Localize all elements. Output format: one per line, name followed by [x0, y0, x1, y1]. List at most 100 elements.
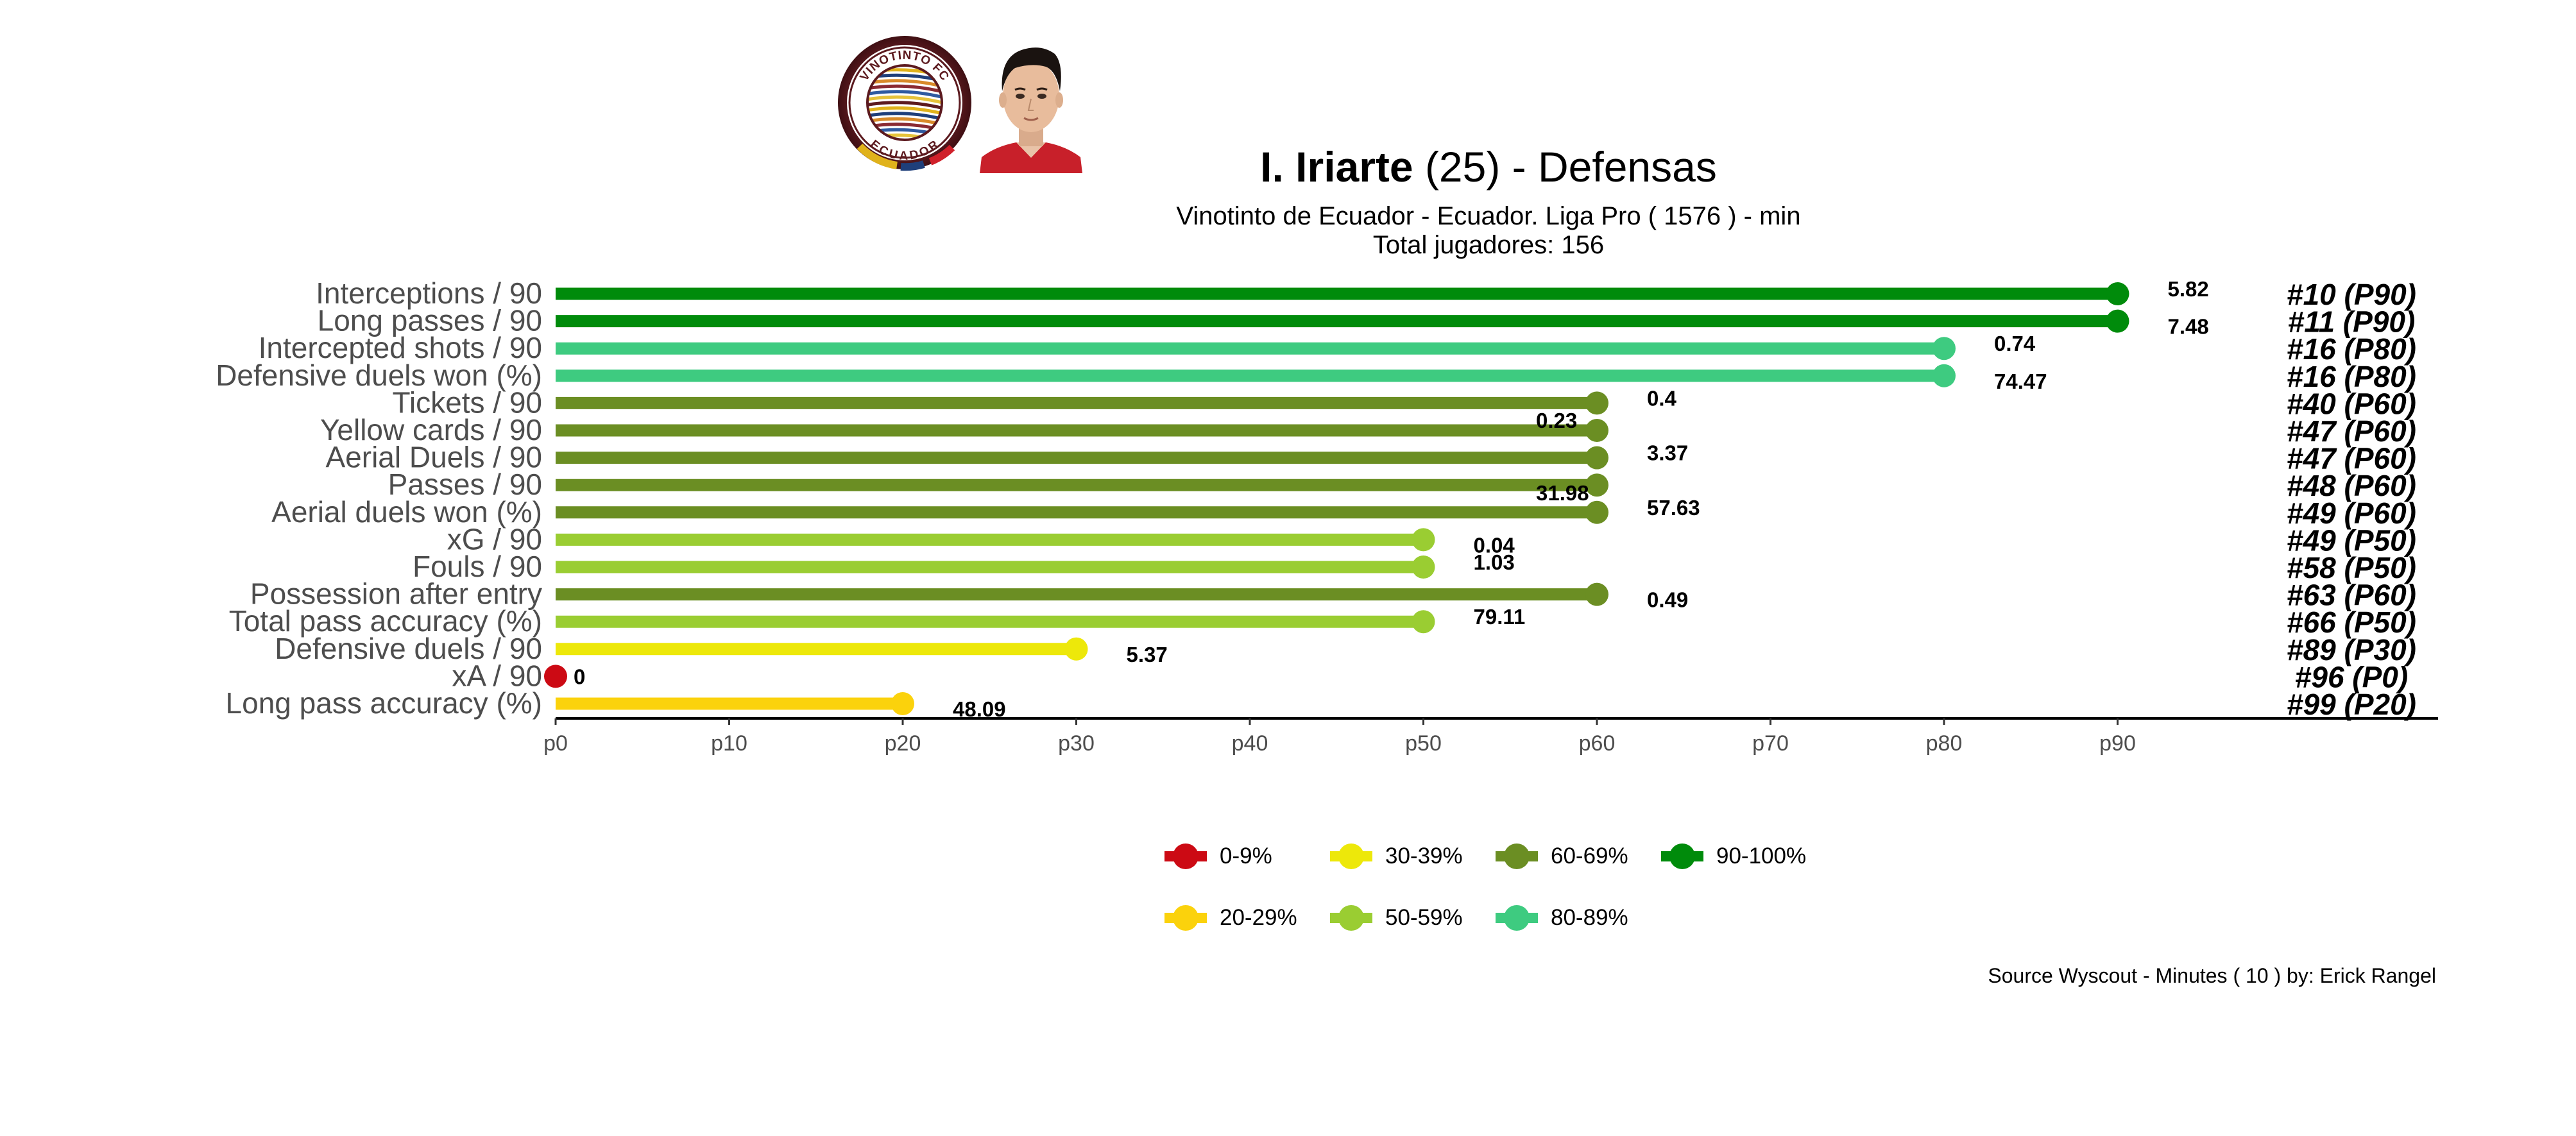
logo-navy-accent: [900, 160, 925, 171]
value-label: 0.23: [1536, 409, 1577, 432]
rank-label: #96 (P0): [2295, 660, 2408, 693]
metric-label: xA / 90: [452, 659, 542, 692]
metric-label: Aerial duels won (%): [271, 495, 542, 529]
value-label: 31.98: [1536, 481, 1589, 505]
player-age: (25): [1424, 143, 1501, 191]
metric-label: Long passes / 90: [318, 304, 542, 337]
rank-label: #63 (P60): [2287, 579, 2416, 612]
value-label: 0.04: [1474, 533, 1515, 557]
lollipop-dot: [1932, 337, 1956, 360]
x-tick-label: p0: [543, 731, 568, 756]
lollipop-chart: Interceptions / 90 5.82 #10 (P90) Long pass…: [216, 276, 2438, 756]
club-logo: VINOTINTO FC ECUADOR: [838, 36, 971, 171]
rank-label: #66 (P50): [2287, 606, 2416, 639]
lollipop-dot: [1932, 364, 1956, 387]
legend-key: [1496, 844, 1538, 869]
rank-label: #47 (P60): [2287, 442, 2416, 475]
metric-label: Defensive duels won (%): [216, 359, 542, 392]
lollipop-dot: [2106, 282, 2129, 305]
x-tick-label: p70: [1752, 731, 1789, 756]
metric-label: Total pass accuracy (%): [229, 604, 542, 638]
subtitle-total-players: Total jugadores: 156: [1372, 231, 1605, 259]
metric-label: Possession after entry: [250, 577, 542, 611]
x-tick-label: p40: [1232, 731, 1268, 756]
lollipop-dot: [1585, 582, 1608, 606]
lollipop-dot: [1064, 637, 1088, 661]
rank-label: #47 (P60): [2287, 414, 2416, 448]
rank-label: #99 (P20): [2287, 688, 2416, 721]
legend-label: 80-89%: [1551, 905, 1628, 930]
rank-label: #16 (P80): [2287, 360, 2416, 393]
legend-key: [1496, 905, 1538, 931]
rank-label: #11 (P90): [2288, 305, 2416, 339]
legend-label: 50-59%: [1385, 905, 1463, 930]
x-tick-label: p30: [1058, 731, 1095, 756]
rank-label: #49 (P60): [2287, 496, 2416, 530]
metric-label: Aerial Duels / 90: [326, 441, 543, 474]
chart-legend: 0-9% 20-29% 30-39% 50-59% 60-69% 80-89% 90-100…: [1164, 834, 1870, 943]
value-label: 5.82: [2168, 277, 2209, 301]
metric-label: Defensive duels / 90: [275, 632, 542, 665]
rank-label: #40 (P60): [2287, 387, 2416, 420]
lollipop-dot: [1585, 500, 1608, 524]
value-label: 0: [574, 665, 585, 688]
lollipop-dot: [1585, 419, 1608, 442]
lollipop-dot: [544, 665, 567, 688]
legend-key: [1164, 905, 1207, 931]
x-tick-label: p90: [2099, 731, 2136, 756]
lollipop-dot: [2106, 309, 2129, 333]
x-tick-label: p20: [885, 731, 921, 756]
position-group: Defensas: [1538, 143, 1717, 191]
rank-label: #89 (P30): [2287, 633, 2416, 666]
rank-label: #49 (P50): [2287, 523, 2416, 557]
title-separator: -: [1512, 143, 1526, 191]
legend-label: 0-9%: [1220, 844, 1272, 869]
legend-label: 60-69%: [1551, 844, 1628, 869]
x-tick-label: p60: [1579, 731, 1616, 756]
player-headshot-icon: [977, 32, 1086, 173]
metric-label: Passes / 90: [388, 468, 542, 501]
legend-item: 60-69%: [1496, 840, 1628, 872]
logo-gold-accent: [857, 143, 898, 169]
legend-item: 0-9%: [1164, 840, 1272, 872]
lollipop-dot: [1412, 555, 1435, 579]
logo-red-accent: [928, 144, 955, 165]
legend-item: 50-59%: [1330, 902, 1463, 934]
value-label: 1.03: [1474, 550, 1515, 574]
lollipop-dot: [1412, 528, 1435, 552]
legend-label: 20-29%: [1220, 905, 1297, 930]
x-tick-label: p50: [1405, 731, 1442, 756]
legend-key: [1330, 844, 1372, 869]
legend-item: 20-29%: [1164, 902, 1297, 934]
lollipop-dot: [1585, 446, 1608, 470]
rank-label: #58 (P50): [2287, 551, 2416, 584]
photo-face: [1003, 60, 1059, 132]
legend-item: 90-100%: [1661, 840, 1806, 872]
value-label: 57.63: [1647, 496, 1700, 520]
value-label: 0.4: [1647, 386, 1677, 410]
value-label: 48.09: [953, 697, 1006, 721]
value-label: 0.49: [1647, 588, 1688, 612]
metric-label: Interceptions / 90: [316, 276, 542, 310]
value-label: 79.11: [1474, 605, 1526, 629]
lollipop-dot: [891, 692, 914, 715]
source-caption: Source Wyscout - Minutes ( 10 ) by: Eric…: [1988, 964, 2436, 987]
lollipop-dot: [1585, 391, 1608, 415]
x-tick-label: p10: [711, 731, 747, 756]
legend-item: 80-89%: [1496, 902, 1628, 934]
legend-item: 30-39%: [1330, 840, 1463, 872]
value-label: 0.74: [1994, 332, 2036, 355]
legend-key: [1330, 905, 1372, 931]
logo-stripe: [867, 95, 942, 106]
rank-label: #10 (P90): [2287, 278, 2416, 311]
metric-label: Fouls / 90: [413, 550, 542, 583]
subtitle-team-league: Vinotinto de Ecuador - Ecuador. Liga Pro…: [1176, 202, 1801, 230]
legend-key: [1164, 844, 1207, 869]
metric-label: Tickets / 90: [393, 386, 542, 419]
metric-label: Long pass accuracy (%): [226, 686, 542, 720]
lollipop-dot: [1585, 473, 1608, 497]
legend-label: 90-100%: [1716, 844, 1807, 869]
value-label: 5.37: [1127, 643, 1168, 666]
metric-label: xG / 90: [447, 522, 542, 555]
